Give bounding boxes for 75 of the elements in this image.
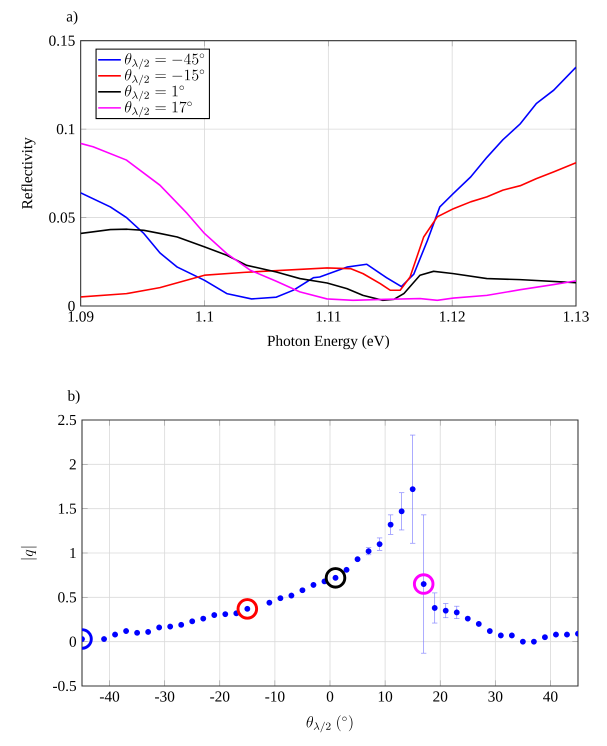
point [134,630,140,636]
point [123,628,130,634]
point [288,592,294,598]
point [498,632,504,638]
y-tick-label: 0.05 [49,212,75,223]
y-tick-label: 0.15 [49,35,75,46]
point [236,598,258,620]
point [156,624,162,630]
x-tick-label: 1.12 [440,311,465,322]
point [520,638,526,645]
x-tick-label: -20 [210,691,230,702]
x-tick-label: -10 [265,691,284,702]
x-tick-label: 1.11 [316,311,340,322]
chart-title: a) [66,10,78,25]
y-tick-label: 0.1 [56,124,74,134]
point [442,608,449,614]
y-tick-label: 2.5 [58,414,76,426]
y-tick-label: 0.5 [58,592,76,603]
point [344,566,350,573]
point [508,632,515,638]
x-axis-title: $\theta_{\lambda/2}\ (^\circ)$ [306,715,352,732]
point [266,600,272,606]
x-tick-label: 10 [378,691,392,702]
line-series [80,228,576,302]
point [277,595,284,602]
point [101,636,107,642]
x-axis-title: Photon Energy (eV) [267,335,390,350]
point [376,541,383,548]
point [310,582,316,588]
legend-label: $\theta_{\lambda/2} = 17^\circ$ [124,101,192,118]
point [432,605,438,611]
point [388,522,394,528]
y-axis-title: Reflectivity [21,137,36,209]
point [112,632,118,638]
point [354,556,360,562]
legend-label: $\theta_{\lambda/2} = -45^\circ$ [124,52,204,70]
point [211,612,218,618]
x-tick-label: 0 [326,691,334,702]
point [530,638,537,645]
point [410,486,416,492]
x-tick-label: 40 [543,691,558,702]
point [300,587,306,594]
point [167,624,174,630]
y-tick-label: 1 [70,548,76,558]
x-tick-label: 1.13 [564,311,589,322]
point [564,632,570,638]
x-tick-label: 1.1 [196,311,214,322]
y-axis-title: $|q|$ [20,546,37,560]
point [542,634,548,640]
point [476,621,482,627]
y-tick-label: 0 [70,636,76,647]
point [145,628,152,635]
point [464,616,471,622]
y-tick-label: -0.5 [53,680,76,692]
point [200,616,206,622]
chart-title: b) [68,390,80,404]
point [398,508,405,514]
x-tick-label: 30 [488,691,502,702]
point [324,567,346,589]
legend-label: $\theta_{\lambda/2} = -15^\circ$ [124,68,204,86]
point [178,622,184,628]
x-tick-label: 20 [433,691,448,702]
point [553,632,559,638]
y-tick-label: 1.5 [58,504,76,514]
y-tick-label: 0 [68,300,75,312]
point [486,628,493,634]
point [412,573,434,595]
point [222,611,228,618]
legend-label: $\theta_{\lambda/2} = 1^\circ$ [124,85,184,102]
y-tick-label: 2 [70,459,76,470]
point [189,618,196,624]
point [454,609,460,616]
x-tick-label: -40 [100,691,120,702]
x-tick-label: 1.09 [68,311,94,322]
x-tick-label: -30 [155,691,174,702]
